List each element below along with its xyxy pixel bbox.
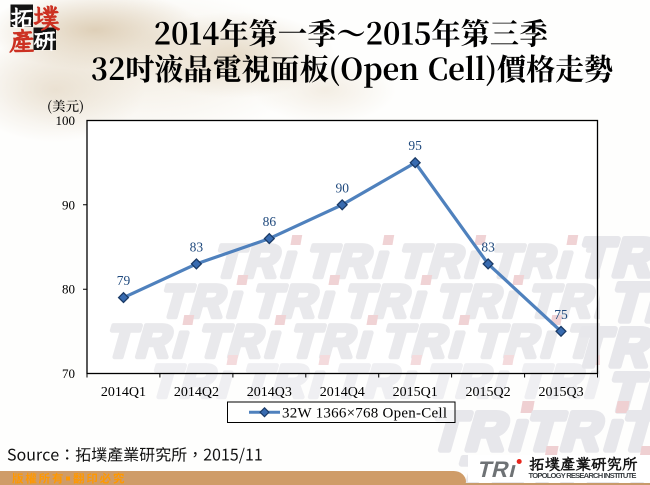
svg-text:TOPOLOGY RESEARCH INSTITUTE: TOPOLOGY RESEARCH INSTITUTE	[529, 471, 637, 480]
svg-text:80: 80	[62, 282, 75, 297]
svg-text:2014Q1: 2014Q1	[101, 385, 146, 400]
svg-text:2014Q2: 2014Q2	[174, 385, 219, 400]
svg-text:70: 70	[62, 366, 75, 381]
svg-text:86: 86	[263, 214, 277, 229]
svg-text:100: 100	[56, 113, 76, 128]
svg-text:83: 83	[190, 239, 204, 254]
svg-text:90: 90	[336, 180, 350, 195]
svg-text:75: 75	[554, 307, 568, 322]
svg-text:2015Q1: 2015Q1	[393, 385, 438, 400]
svg-text:2014Q3: 2014Q3	[247, 385, 292, 400]
svg-text:90: 90	[62, 197, 75, 212]
svg-text:95: 95	[408, 138, 422, 153]
svg-text:2015Q3: 2015Q3	[538, 385, 583, 400]
svg-text:2014Q4: 2014Q4	[320, 385, 365, 400]
svg-text:32W 1366×768 Open-Cell: 32W 1366×768 Open-Cell	[282, 405, 447, 421]
svg-text:83: 83	[481, 239, 495, 254]
svg-text:2015Q2: 2015Q2	[466, 385, 511, 400]
svg-text:79: 79	[117, 273, 131, 288]
